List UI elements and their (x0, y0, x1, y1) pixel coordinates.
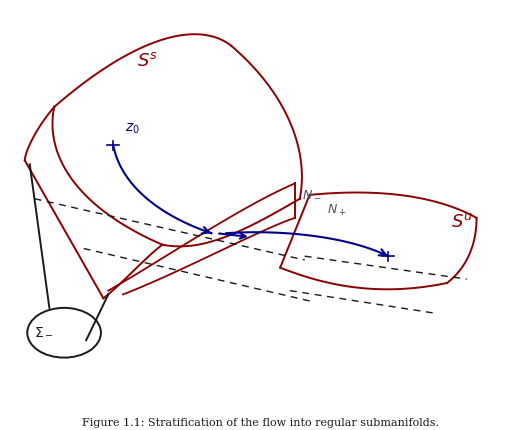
Text: Figure 1.1: Stratification of the flow into regular submanifolds.: Figure 1.1: Stratification of the flow i… (82, 418, 439, 428)
Text: $N_-$: $N_-$ (302, 187, 321, 200)
Text: $N_+$: $N_+$ (327, 203, 346, 218)
Text: $S^u$: $S^u$ (451, 213, 473, 231)
Text: $S^s$: $S^s$ (137, 52, 158, 70)
Text: $z_0$: $z_0$ (126, 121, 140, 135)
Text: $\Sigma_-$: $\Sigma_-$ (34, 324, 54, 338)
